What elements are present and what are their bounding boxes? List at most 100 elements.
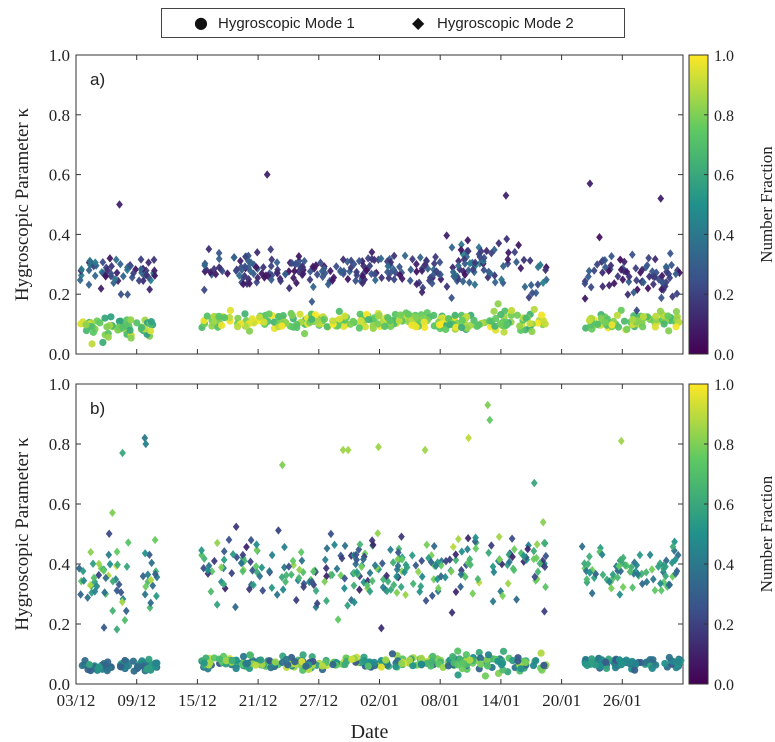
mode-1-point [308,315,316,323]
mode-2-point [413,267,420,276]
mode-2-point [499,278,507,288]
mode-2-point [124,290,131,299]
mode-2-point [602,263,609,272]
mode-2-point [541,607,548,616]
mode-2-point [464,246,472,256]
mode-2-point [308,577,316,587]
mode-1-point [483,662,492,670]
mode-2-point [144,577,152,586]
mode-2-point [245,585,253,594]
mode-1-point [370,658,378,666]
mode-2-point [114,560,121,569]
mode-1-point [537,649,545,657]
mode-1-point [329,317,337,325]
mode-2-point [484,400,492,410]
colorbar-tick-label: 0.2 [714,287,734,304]
mode-2-point [671,537,678,546]
mode-2-point [539,518,547,527]
mode-2-point [437,572,445,581]
mode-1-point [257,656,265,664]
mode-1-point [490,307,498,315]
mode-2-point [109,606,117,615]
mode-2-point [598,550,606,559]
mode-2-point [390,580,398,590]
mode-1-point [382,656,390,664]
mode-2-point [509,564,517,573]
mode-2-point [438,556,445,566]
mode-2-point [198,546,205,555]
mode-2-point [213,538,221,548]
mode-2-point [472,533,479,542]
mode-1-point [528,327,536,336]
mode-2-point [118,597,126,607]
mode-2-point [461,259,469,268]
mode-2-point [105,529,113,538]
mode-1-point [395,317,403,325]
mode-2-point [430,265,438,274]
mode-2-point [340,269,347,279]
mode-2-point [446,555,454,564]
mode-2-point [84,593,91,602]
mode-2-point [85,280,93,289]
mode-2-point [374,529,382,538]
mode-2-point [457,582,464,592]
mode-2-point [511,247,519,257]
mode-1-point [660,320,668,328]
mode-2-point [150,255,158,265]
mode-2-point [299,263,307,272]
mode-1-point [234,314,242,322]
y-axis-label: Hygroscopic Parameter κ [12,107,33,301]
mode-2-point [505,550,513,559]
mode-2-point [490,567,498,577]
mode-2-point [295,256,303,265]
colorbar-tick-label: 0.0 [714,347,734,364]
mode-1-point [648,664,656,673]
mode-2-point [377,254,385,263]
mode-2-point [625,272,633,281]
mode-2-point [122,606,130,616]
mode-2-point [434,558,442,567]
mode-2-point [119,272,127,281]
mode-2-point [424,264,432,273]
mode-1-point [220,314,229,322]
mode-2-point [471,280,479,289]
mode-2-point [676,268,683,277]
mode-1-point [513,311,521,319]
mode-2-point [605,281,613,290]
mode-1-point [126,326,134,334]
mode-2-point [416,587,424,596]
mode-2-point [524,544,532,554]
mode-1-point [473,322,481,330]
mode-1-point [284,661,292,669]
mode-2-point [228,568,236,578]
mode-2-point [403,563,411,572]
mode-1-point [608,321,616,329]
mode-2-point [673,289,681,298]
mode-2-point [499,591,506,601]
mode-2-point [258,563,266,572]
mode-2-point [447,567,455,576]
mode-2-point [541,562,549,572]
mode-2-point [586,552,593,561]
circle-marker-icon: ● [194,13,208,32]
mode-2-point [105,550,113,559]
mode-1-point [282,655,291,664]
mode-2-point [115,580,123,589]
mode-2-point [121,615,129,625]
mode-2-point [581,279,589,288]
colorbar-label: Number Fraction [757,475,775,592]
x-tick-label: 08/01 [421,691,460,710]
mode-1-point [208,322,216,330]
mode-2-point [645,253,653,263]
mode-2-point [80,576,88,585]
y-tick-label: 0.0 [49,675,70,694]
mode-2-point [425,553,432,563]
mode-2-point [659,277,667,287]
mode-2-point [298,556,306,565]
mode-2-point [153,572,161,582]
mode-2-point [666,273,674,283]
mode-2-point [672,269,680,279]
mode-2-point [356,572,364,581]
mode-2-point [113,625,121,634]
mode-1-point [538,311,546,319]
